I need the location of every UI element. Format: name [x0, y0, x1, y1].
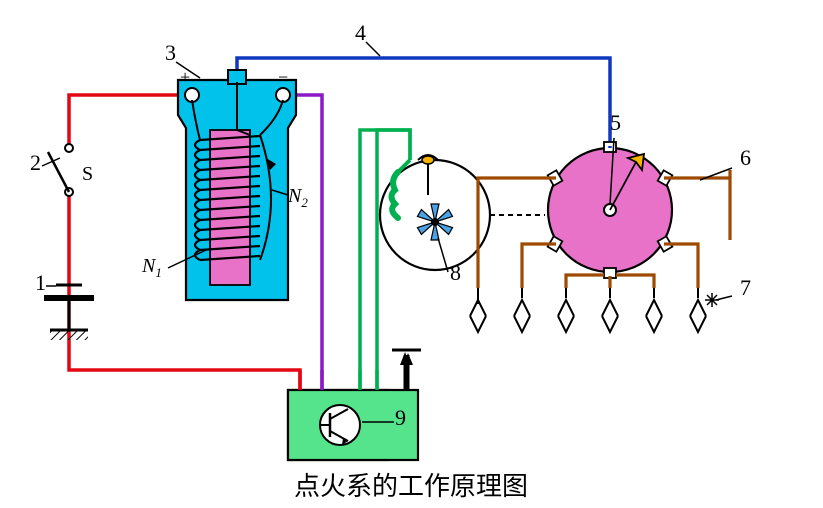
node-label-7: 7 [740, 275, 751, 300]
n1-label: N1 [141, 255, 162, 280]
node-label-9: 9 [395, 405, 406, 430]
minus-label: − [278, 67, 288, 87]
switch: S [48, 144, 93, 196]
node-label-8: 8 [450, 260, 461, 285]
node-label-6: 6 [740, 145, 751, 170]
ignition-coil: + − [141, 67, 308, 300]
node-label-5: 5 [610, 110, 621, 135]
node-label-1: 1 [35, 270, 46, 295]
switch-label: S [82, 163, 93, 185]
node-label-3: 3 [165, 40, 176, 65]
diagram-title: 点火系的工作原理图 [294, 472, 528, 501]
n2-label: N2 [287, 185, 308, 210]
node-label-2: 2 [30, 150, 41, 175]
node-label-4: 4 [355, 20, 366, 45]
ignition-diagram: S + − [0, 0, 823, 508]
